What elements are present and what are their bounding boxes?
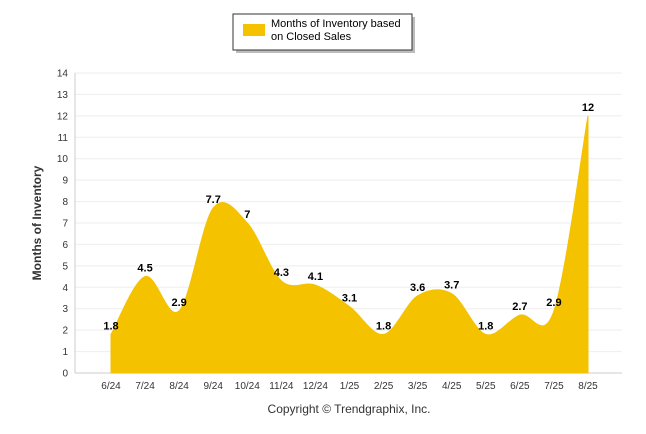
x-axis-ticks: 6/24 7/24 8/24 9/24 10/24 11/24 12/24 1/25 2/25 3… <box>101 381 598 392</box>
data-label: 3.6 <box>410 282 425 294</box>
y-tick-label: 11 <box>58 133 69 144</box>
legend: Months of Inventory based on Closed Sale… <box>232 13 415 53</box>
x-tick-label: 6/24 <box>101 381 121 392</box>
data-label: 3.7 <box>444 280 459 292</box>
y-axis-label: Months of Inventory <box>30 165 44 280</box>
x-tick-label: 12/24 <box>303 381 328 392</box>
data-label: 2.9 <box>546 297 561 309</box>
x-tick-label: 7/25 <box>544 381 564 392</box>
x-tick-label: 8/25 <box>578 381 598 392</box>
data-label: 1.8 <box>376 320 391 332</box>
y-tick-label: 4 <box>62 283 68 294</box>
data-label: 4.3 <box>274 267 289 279</box>
x-tick-label: 4/25 <box>442 381 462 392</box>
y-tick-label: 14 <box>57 69 69 80</box>
data-label: 1.8 <box>478 320 493 332</box>
x-tick-label: 2/25 <box>374 381 394 392</box>
data-label: 4.1 <box>308 271 323 283</box>
data-label: 2.7 <box>512 301 527 313</box>
data-label: 7 <box>244 209 250 221</box>
y-tick-label: 6 <box>62 240 68 251</box>
y-tick-label: 9 <box>62 176 68 187</box>
legend-label-line1: Months of Inventory based <box>271 18 401 30</box>
x-tick-label: 6/25 <box>510 381 530 392</box>
x-tick-label: 7/24 <box>135 381 155 392</box>
legend-swatch <box>243 24 265 36</box>
copyright-credit: Copyright © Trendgraphix, Inc. <box>268 402 431 416</box>
x-tick-label: 11/24 <box>269 381 294 392</box>
series-area <box>110 115 589 374</box>
y-tick-label: 7 <box>62 219 68 230</box>
x-tick-label: 3/25 <box>408 381 428 392</box>
y-tick-label: 0 <box>62 369 68 380</box>
x-tick-label: 5/25 <box>476 381 496 392</box>
data-label: 12 <box>582 102 594 114</box>
y-tick-label: 12 <box>57 111 69 122</box>
y-tick-label: 5 <box>62 261 68 272</box>
x-tick-label: 9/24 <box>203 381 223 392</box>
legend-label-line2: on Closed Sales <box>271 31 352 43</box>
data-label: 4.5 <box>137 263 152 275</box>
x-tick-label: 8/24 <box>169 381 189 392</box>
data-label: 1.8 <box>103 320 118 332</box>
y-tick-label: 10 <box>57 154 69 165</box>
data-labels: 1.8 4.5 2.9 7.7 7 4.3 4.1 3.1 1.8 3.6 3.7 1.8 2.7 2.9… <box>103 102 594 333</box>
y-tick-label: 3 <box>62 304 68 315</box>
data-label: 2.9 <box>171 297 186 309</box>
x-tick-label: 10/24 <box>235 381 260 392</box>
data-label: 3.1 <box>342 293 357 305</box>
y-tick-label: 2 <box>62 326 68 337</box>
x-tick-label: 1/25 <box>340 381 360 392</box>
y-tick-label: 8 <box>62 197 68 208</box>
data-label: 7.7 <box>206 194 221 206</box>
y-tick-label: 1 <box>62 347 68 358</box>
y-tick-label: 13 <box>57 90 69 101</box>
